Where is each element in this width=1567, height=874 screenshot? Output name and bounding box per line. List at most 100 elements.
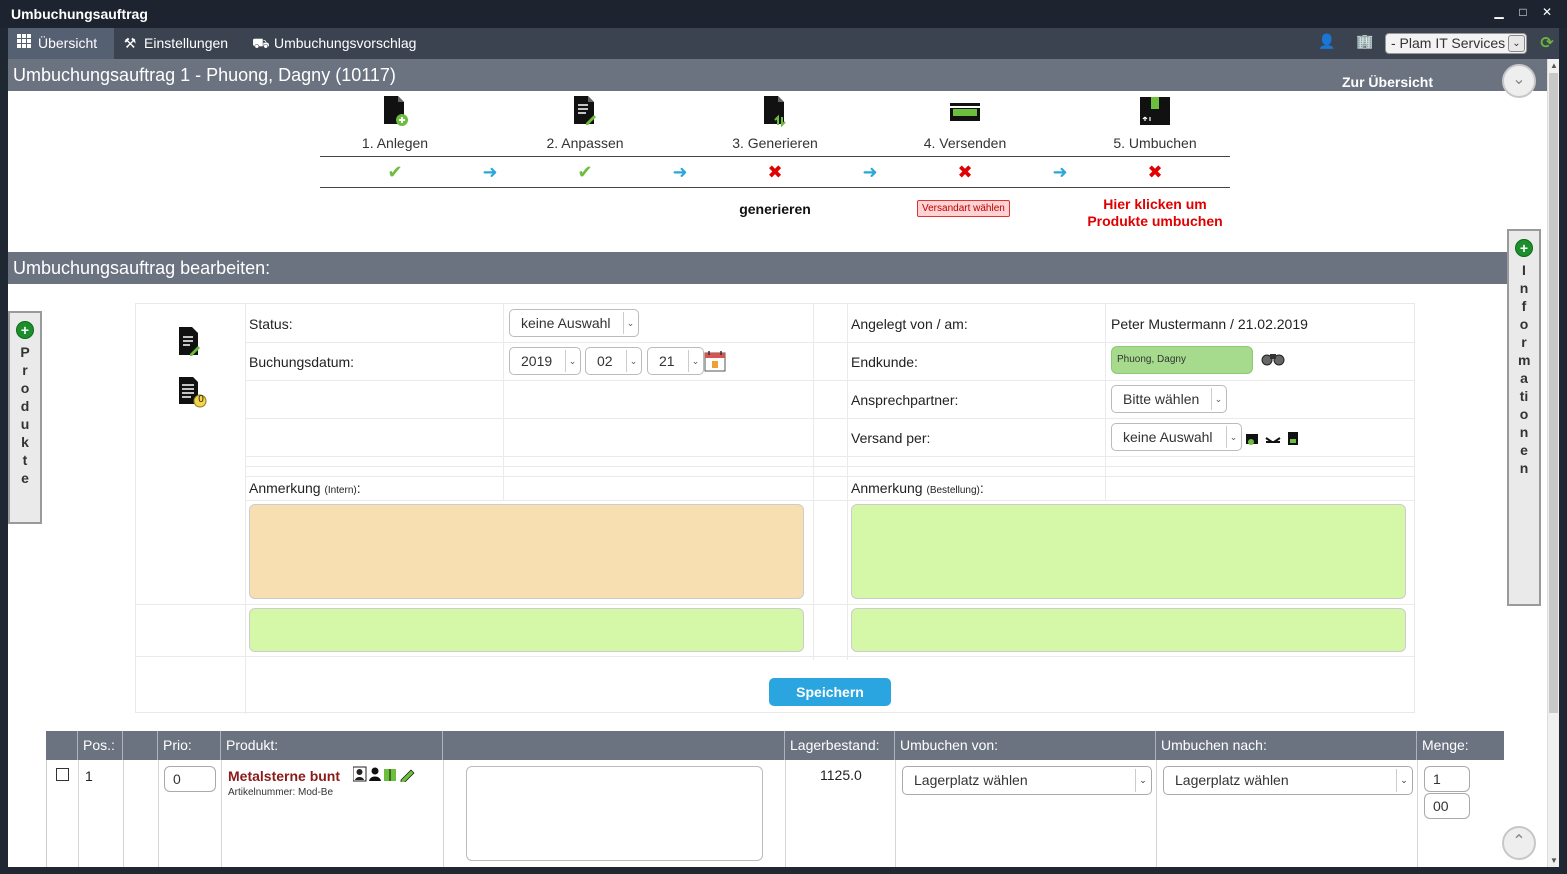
chevron-up-icon: ⌃: [1512, 833, 1526, 850]
scrollbar-thumb[interactable]: [1549, 73, 1558, 713]
step-anlegen[interactable]: 1. Anlegen: [320, 91, 470, 151]
save-button[interactable]: Speichern: [769, 678, 891, 706]
customer-chip[interactable]: Phuong, Dagny: [1111, 346, 1253, 374]
products-side-tab[interactable]: + Produkte: [8, 311, 42, 524]
box-icon: [1140, 95, 1170, 129]
chevron-down-icon: ⌄: [626, 350, 640, 372]
document-list-icon[interactable]: 0: [178, 376, 208, 411]
date-month-select[interactable]: 02 ⌄: [585, 347, 642, 375]
shipping-select-value: keine Auswahl: [1123, 429, 1213, 445]
back-to-overview-link[interactable]: Zur Übersicht: [1341, 74, 1433, 90]
generate-link[interactable]: generieren: [739, 201, 811, 217]
to-location-select[interactable]: Lagerplatz wählen ⌄: [1163, 766, 1413, 795]
column-header[interactable]: Produkt:: [221, 731, 443, 760]
column-header[interactable]: Umbuchen von:: [895, 731, 1156, 760]
step-anpassen[interactable]: 2. Anpassen: [510, 91, 660, 151]
column-header[interactable]: Prio:: [158, 731, 221, 760]
binoculars-icon[interactable]: [1261, 350, 1285, 369]
row-note-textarea[interactable]: [466, 766, 763, 861]
company-select[interactable]: - Plam IT Services ⌄: [1385, 33, 1527, 54]
extra-order-textarea[interactable]: [851, 608, 1406, 652]
prio-input[interactable]: 0: [164, 766, 216, 792]
collapse-button[interactable]: ⌄: [1502, 64, 1536, 98]
divider: [847, 304, 848, 660]
step-versenden[interactable]: 4. Versenden: [890, 91, 1040, 151]
divider: [245, 342, 1415, 343]
scroll-down-icon[interactable]: ▼: [1550, 856, 1558, 865]
chevron-down-icon: ⌄: [1508, 35, 1525, 52]
row-checkbox[interactable]: [56, 768, 69, 781]
arrow-right-icon: ➜: [672, 162, 688, 182]
menu-item-uebersicht[interactable]: Übersicht: [8, 28, 114, 59]
to-location-value: Lagerplatz wählen: [1175, 772, 1289, 788]
column-header[interactable]: Lagerbestand:: [785, 731, 895, 760]
chevron-down-icon: ⌄: [688, 350, 702, 372]
column-header[interactable]: Pos.:: [78, 731, 123, 760]
scroll-up-icon[interactable]: ▲: [1550, 61, 1558, 70]
qty-frac-input[interactable]: 00: [1424, 793, 1470, 819]
refresh-icon[interactable]: ⟳: [1540, 35, 1554, 52]
note-intern-textarea[interactable]: [249, 504, 804, 599]
menu-item-einstellungen[interactable]: ⚒ Einstellungen: [114, 28, 244, 59]
maximize-icon[interactable]: □: [1519, 5, 1527, 19]
window-title: Umbuchungsauftrag: [11, 6, 148, 22]
product-name-link[interactable]: Metalsterne bunt: [228, 768, 341, 784]
chevron-down-icon: ⌄: [1211, 388, 1225, 410]
from-location-select[interactable]: Lagerplatz wählen ⌄: [902, 766, 1152, 795]
date-day-select[interactable]: 21 ⌄: [647, 347, 704, 375]
chevron-down-icon: ⌄: [623, 312, 637, 334]
umbuchen-link[interactable]: Hier klicken um Produkte umbuchen: [1075, 196, 1235, 230]
menu-label: Übersicht: [38, 35, 98, 51]
note-order-textarea[interactable]: [851, 504, 1406, 599]
divider: [245, 418, 1415, 419]
menu-item-umbuchungsvorschlag[interactable]: ⛟ Umbuchungsvorschlag: [244, 28, 434, 59]
minimize-icon[interactable]: ▁: [1494, 5, 1504, 19]
column-header: [46, 731, 78, 760]
scrollbar[interactable]: ▲ ▼: [1547, 59, 1559, 867]
contact-label: Ansprechpartner:: [851, 392, 959, 408]
close-icon[interactable]: ✕: [1541, 5, 1553, 19]
qty-int-input[interactable]: 1: [1424, 766, 1470, 792]
menu-bar: Übersicht ⚒ Einstellungen ⛟ Umbuchungsvors…: [8, 28, 1559, 59]
date-year-select[interactable]: 2019 ⌄: [509, 347, 581, 375]
step-label: 5. Umbuchen: [1113, 135, 1197, 151]
information-side-tab[interactable]: + Informationen: [1507, 229, 1541, 606]
product-actions-icon[interactable]: [352, 766, 417, 785]
article-number: Artikelnummer: Mod-Be: [228, 787, 334, 798]
calendar-icon[interactable]: [704, 350, 726, 375]
step-label: 1. Anlegen: [361, 135, 429, 151]
step-umbuchen[interactable]: 5. Umbuchen: [1080, 91, 1230, 151]
divider: [245, 466, 1415, 467]
pos-value: 1: [85, 768, 93, 784]
step-generieren[interactable]: 3. Generieren: [700, 91, 850, 151]
extra-intern-textarea[interactable]: [249, 608, 804, 652]
badge-count: 0: [198, 394, 204, 405]
cell-to: Lagerplatz wählen ⌄: [1157, 760, 1418, 867]
date-month-value: 02: [597, 353, 613, 369]
document-edit-icon: [570, 95, 600, 129]
column-header[interactable]: Umbuchen nach:: [1156, 731, 1417, 760]
building-icon[interactable]: 🏢: [1356, 33, 1374, 49]
status-select[interactable]: keine Auswahl ⌄: [509, 309, 639, 337]
page-title: Umbuchungsauftrag 1 - Phuong, Dagny (101…: [13, 65, 396, 85]
column-header[interactable]: Menge:: [1422, 737, 1469, 753]
shipping-select[interactable]: keine Auswahl ⌄: [1111, 423, 1242, 451]
user-icon[interactable]: 👤: [1318, 33, 1336, 49]
shipping-options-icon[interactable]: [1246, 430, 1302, 449]
table-header: Pos.: Prio: Produkt: Lagerbestand: Umbuc…: [46, 731, 1504, 760]
scroll-top-button[interactable]: ⌃: [1502, 826, 1536, 860]
versandart-button[interactable]: Versandart wählen: [917, 200, 1010, 217]
step-label: 3. Generieren: [732, 135, 818, 151]
document-edit-icon[interactable]: [178, 326, 202, 359]
divider: [1105, 304, 1106, 500]
workflow-steps: 1. Anlegen 2. Anpassen 3. Generieren 4. …: [320, 91, 1230, 241]
from-location-value: Lagerplatz wählen: [914, 772, 1028, 788]
side-tab-label: Produkte: [10, 343, 40, 487]
status-select-value: keine Auswahl: [521, 315, 611, 331]
customer-label: Endkunde:: [851, 354, 918, 370]
divider: [245, 456, 1415, 457]
contact-select[interactable]: Bitte wählen ⌄: [1111, 385, 1227, 413]
check-icon: ✔: [387, 162, 403, 182]
cross-icon: ✖: [957, 162, 973, 182]
created-value: Peter Mustermann / 21.02.2019: [1111, 316, 1308, 332]
